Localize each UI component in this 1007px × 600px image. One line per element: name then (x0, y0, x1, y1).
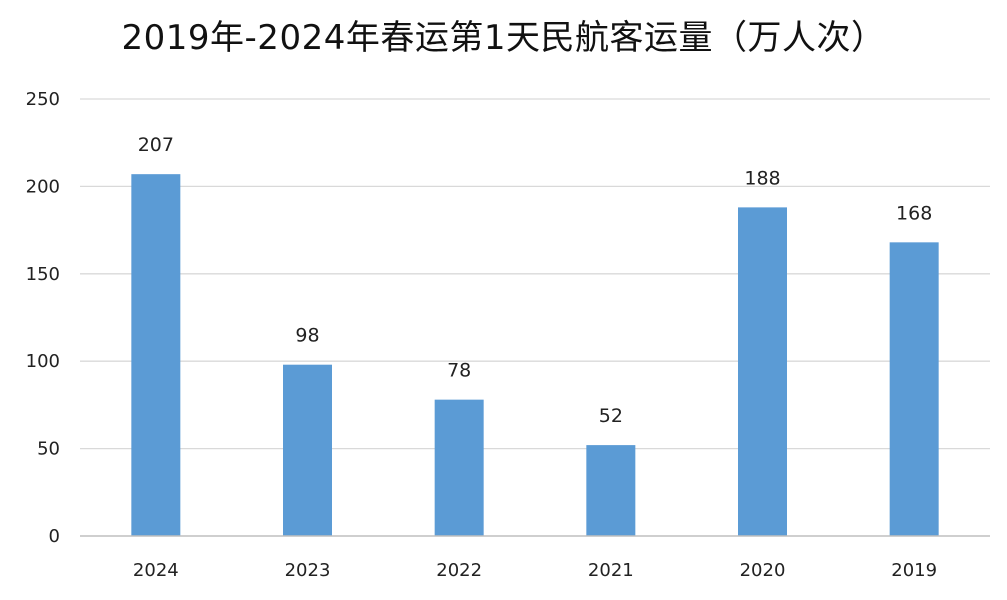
y-tick-label: 250 (26, 89, 60, 110)
y-tick-label: 50 (37, 439, 60, 460)
bar (283, 364, 332, 536)
x-tick-label: 2021 (588, 560, 634, 581)
data-label: 168 (896, 202, 932, 224)
x-tick-label: 2020 (740, 560, 786, 581)
bars (131, 174, 939, 536)
bar (738, 207, 787, 536)
chart-title: 2019年-2024年春运第1天民航客运量（万人次） (121, 18, 886, 58)
gridlines (80, 98, 990, 450)
bar (889, 242, 939, 536)
y-axis-tick-labels: 0 50 100 150 200 250 (26, 89, 60, 547)
bar (586, 445, 636, 536)
y-tick-label: 150 (26, 264, 60, 285)
y-tick-label: 0 (49, 526, 60, 547)
bar (434, 399, 484, 536)
x-tick-label: 2022 (436, 560, 482, 581)
data-label: 207 (138, 134, 174, 156)
data-label: 188 (744, 167, 780, 189)
data-label: 78 (447, 360, 471, 382)
x-tick-label: 2024 (133, 560, 179, 581)
y-tick-label: 200 (26, 176, 60, 197)
data-labels: 207 98 78 52 188 168 (138, 134, 933, 427)
data-label: 98 (295, 325, 319, 347)
x-axis-tick-labels: 2024 2023 2022 2021 2020 2019 (133, 560, 937, 581)
y-tick-label: 100 (26, 351, 60, 372)
x-tick-label: 2023 (285, 560, 331, 581)
data-label: 52 (599, 405, 623, 427)
x-tick-label: 2019 (891, 560, 937, 581)
bar (131, 174, 181, 536)
